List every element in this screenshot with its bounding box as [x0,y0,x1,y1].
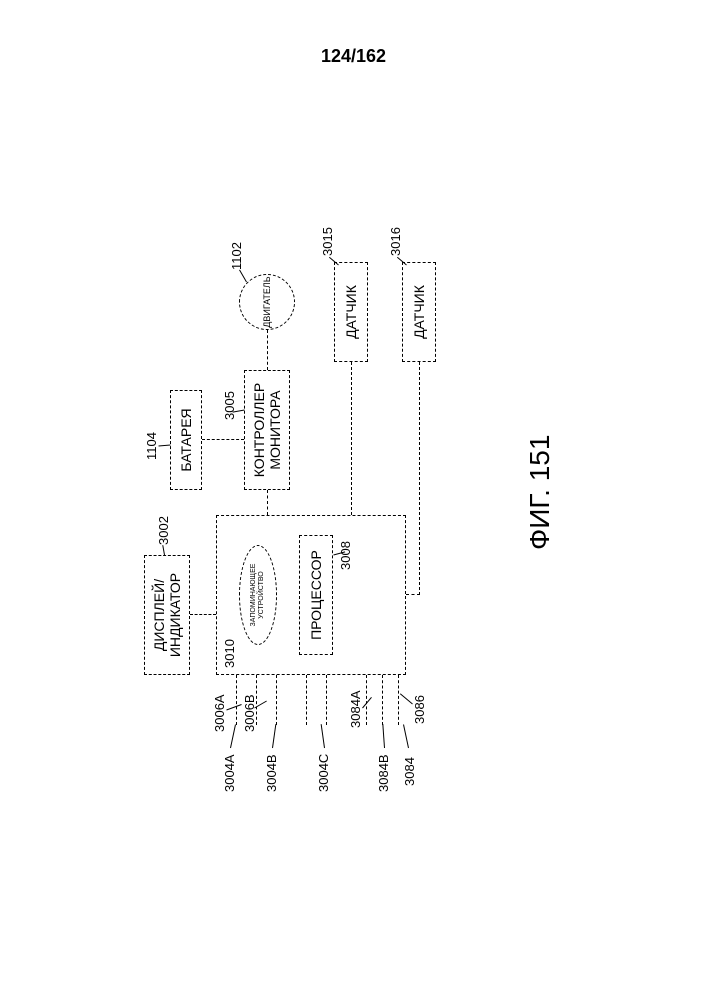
figure-caption: ФИГ. 151 [524,435,556,550]
ref-3004C: 3004C [316,754,331,792]
battery-leader [158,445,170,447]
processor-block: ПРОЦЕССОР [299,535,333,655]
conn-main-s1 [351,362,352,515]
conn-battery-mc [202,439,244,440]
sensor2-label: ДАТЧИК [410,285,426,339]
display-label: ДИСПЛЕЙ/ ИНДИКАТОР [150,573,182,657]
ref-3006A: 3006A [212,694,227,732]
sensor1-ref: 3015 [320,227,335,256]
display-ref: 3002 [156,516,171,545]
in-line-4 [306,675,307,725]
in-line-1 [236,675,237,725]
battery-ref: 1104 [144,432,159,460]
conn-display-main [190,614,216,615]
in-line-3 [276,675,277,725]
engine-label: ДВИГАТЕЛЬ [262,276,272,327]
memory-label: ЗАПОМИНАЮЩЕЕ УСТРОЙСТВО [250,564,265,627]
in-line-8 [398,675,399,725]
sensor1-block: ДАТЧИК [334,262,368,362]
lead-3004C [320,724,324,748]
ref-3004B: 3004B [264,754,279,792]
lead-3006A [226,704,241,710]
page-number: 124/162 [321,46,386,67]
engine-ref: 1102 [229,242,244,270]
processor-label: ПРОЦЕССОР [307,550,323,640]
ref-3084B: 3084B [376,754,391,792]
battery-label: БАТАРЕЯ [177,408,193,471]
ref-3084A: 3084A [348,690,363,728]
lead-3004B [272,724,276,748]
battery-block: БАТАРЕЯ [170,390,202,490]
lead-3004A [230,724,236,748]
lead-3084 [403,724,409,748]
display-block: ДИСПЛЕЙ/ ИНДИКАТОР [144,555,190,675]
lead-3084B [382,724,385,748]
in-line-5 [326,675,327,725]
display-leader [162,545,165,555]
ref-3084: 3084 [402,757,417,786]
conn-main-down [406,594,420,595]
engine-block: ДВИГАТЕЛЬ [239,274,295,330]
in-line-7 [382,675,383,725]
monitor-controller-label: КОНТРОЛЛЕР МОНИТОРА [250,383,282,477]
lead-3086 [399,693,412,704]
conn-main-mc [267,490,268,515]
monitor-controller-block: КОНТРОЛЛЕР МОНИТОРА [244,370,290,490]
mc-ref: 3005 [222,391,237,420]
conn-mc-engine [267,330,268,370]
processor-ref: 3008 [338,541,353,570]
sensor2-ref: 3016 [388,227,403,256]
main-ref: 3010 [222,639,237,668]
block-diagram: ДИСПЛЕЙ/ ИНДИКАТОР 3002 БАТАРЕЯ 1104 301… [144,180,564,820]
ref-3006B: 3006B [242,694,257,732]
ref-3004A: 3004A [222,754,237,792]
engine-leader [239,270,247,283]
in-line-6 [366,675,367,725]
sensor1-label: ДАТЧИК [342,285,358,339]
ref-3086: 3086 [412,695,427,724]
conn-main-s2 [419,362,420,595]
sensor2-block: ДАТЧИК [402,262,436,362]
memory-block: ЗАПОМИНАЮЩЕЕ УСТРОЙСТВО [239,545,277,645]
